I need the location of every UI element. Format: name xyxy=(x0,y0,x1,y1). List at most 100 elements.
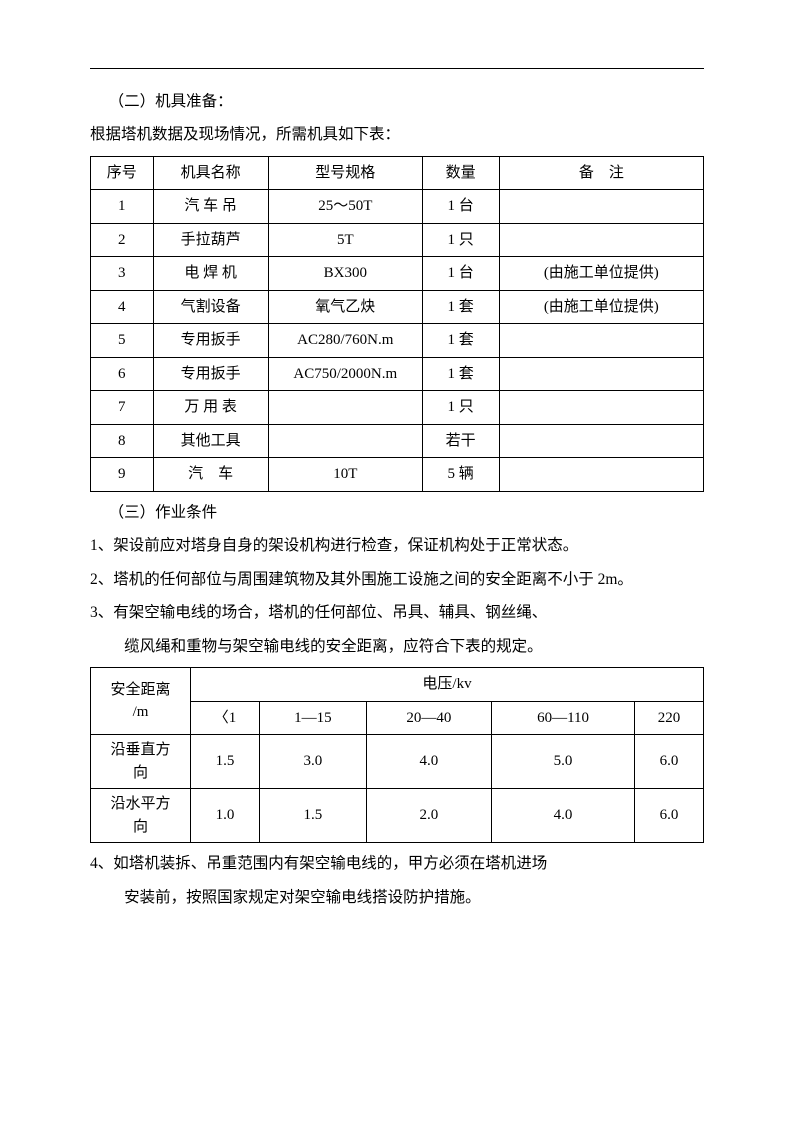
cell: 1 只 xyxy=(422,223,499,257)
cell: 5 xyxy=(91,324,154,358)
cell: 若干 xyxy=(422,424,499,458)
cell: 5 辆 xyxy=(422,458,499,492)
safety-distance-table: 安全距离 /m 电压/kv 〈1 1—15 20—40 60—110 220 沿… xyxy=(90,667,704,843)
cell: 10T xyxy=(268,458,422,492)
cell: 5T xyxy=(268,223,422,257)
table-row: 2 手拉葫芦 5T 1 只 xyxy=(91,223,704,257)
cell: 4.0 xyxy=(492,789,635,843)
col-name: 机具名称 xyxy=(153,156,268,190)
voltage-header: 220 xyxy=(634,701,703,735)
table-row: 1 汽 车 吊 25～50T 1 台 xyxy=(91,190,704,224)
table-row: 3 电 焊 机 BX300 1 台 (由施工单位提供) xyxy=(91,257,704,291)
cell: 5.0 xyxy=(492,735,635,789)
table-row: 8 其他工具 若干 xyxy=(91,424,704,458)
cell: 1 只 xyxy=(422,391,499,425)
table-header-row: 安全距离 /m 电压/kv xyxy=(91,668,704,702)
cell: 3 xyxy=(91,257,154,291)
cell: BX300 xyxy=(268,257,422,291)
table-header-row: 序号 机具名称 型号规格 数量 备 注 xyxy=(91,156,704,190)
row-header-label: 安全距离 /m xyxy=(91,668,191,735)
cell: 6.0 xyxy=(634,735,703,789)
cell: 1 xyxy=(91,190,154,224)
cell xyxy=(499,391,703,425)
section3-heading: （三）作业条件 xyxy=(90,498,704,527)
cell: 4.0 xyxy=(366,735,491,789)
col-seq: 序号 xyxy=(91,156,154,190)
label-line1: 安全距离 xyxy=(110,682,170,698)
cell: 2.0 xyxy=(366,789,491,843)
cell: 9 xyxy=(91,458,154,492)
para-3b: 缆风绳和重物与架空输电线的安全距离，应符合下表的规定。 xyxy=(90,632,704,661)
cell: 万 用 表 xyxy=(153,391,268,425)
voltage-header: 60—110 xyxy=(492,701,635,735)
cell: 1.0 xyxy=(191,789,260,843)
section2-heading: （二）机具准备： xyxy=(90,87,704,116)
page-top-rule xyxy=(90,68,704,69)
voltage-header: 〈1 xyxy=(191,701,260,735)
cell: 2 xyxy=(91,223,154,257)
cell xyxy=(499,223,703,257)
voltage-header: 20—40 xyxy=(366,701,491,735)
cell: (由施工单位提供) xyxy=(499,257,703,291)
para-4b: 安装前，按照国家规定对架空输电线搭设防护措施。 xyxy=(90,883,704,912)
cell: 1 套 xyxy=(422,290,499,324)
cell: 汽 车 吊 xyxy=(153,190,268,224)
cell: 汽 车 xyxy=(153,458,268,492)
para-2: 2、塔机的任何部位与周围建筑物及其外围施工设施之间的安全距离不小于 2m。 xyxy=(90,565,704,594)
cell: 4 xyxy=(91,290,154,324)
para-1: 1、架设前应对塔身自身的架设机构进行检查，保证机构处于正常状态。 xyxy=(90,531,704,560)
para-3a: 3、有架空输电线的场合，塔机的任何部位、吊具、辅具、钢丝绳、 xyxy=(90,598,704,627)
col-spec: 型号规格 xyxy=(268,156,422,190)
cell: AC750/2000N.m xyxy=(268,357,422,391)
cell: 专用扳手 xyxy=(153,324,268,358)
col-group-label: 电压/kv xyxy=(191,668,704,702)
table-row: 沿垂直方 向 1.5 3.0 4.0 5.0 6.0 xyxy=(91,735,704,789)
cell: 1.5 xyxy=(191,735,260,789)
label-line2: 向 xyxy=(133,765,148,781)
cell: (由施工单位提供) xyxy=(499,290,703,324)
cell: 电 焊 机 xyxy=(153,257,268,291)
cell: 1 台 xyxy=(422,190,499,224)
section2-intro: 根据塔机数据及现场情况，所需机具如下表： xyxy=(90,120,704,149)
para-4a: 4、如塔机装拆、吊重范围内有架空输电线的，甲方必须在塔机进场 xyxy=(90,849,704,878)
col-note: 备 注 xyxy=(499,156,703,190)
cell: AC280/760N.m xyxy=(268,324,422,358)
cell xyxy=(499,357,703,391)
cell: 1 套 xyxy=(422,357,499,391)
cell: 1 台 xyxy=(422,257,499,291)
cell: 3.0 xyxy=(260,735,367,789)
equipment-table: 序号 机具名称 型号规格 数量 备 注 1 汽 车 吊 25～50T 1 台 2… xyxy=(90,156,704,492)
col-qty: 数量 xyxy=(422,156,499,190)
cell: 氧气乙炔 xyxy=(268,290,422,324)
label-line1: 沿垂直方 xyxy=(110,742,170,758)
table-row: 4 气割设备 氧气乙炔 1 套 (由施工单位提供) xyxy=(91,290,704,324)
label-line2: /m xyxy=(133,704,149,720)
voltage-header: 1—15 xyxy=(260,701,367,735)
cell xyxy=(499,458,703,492)
cell: 25～50T xyxy=(268,190,422,224)
cell: 6 xyxy=(91,357,154,391)
table-row: 沿水平方 向 1.0 1.5 2.0 4.0 6.0 xyxy=(91,789,704,843)
cell: 手拉葫芦 xyxy=(153,223,268,257)
cell: 8 xyxy=(91,424,154,458)
cell: 1 套 xyxy=(422,324,499,358)
cell: 1.5 xyxy=(260,789,367,843)
cell xyxy=(268,424,422,458)
cell: 气割设备 xyxy=(153,290,268,324)
cell: 6.0 xyxy=(634,789,703,843)
cell: 专用扳手 xyxy=(153,357,268,391)
row-label: 沿垂直方 向 xyxy=(91,735,191,789)
row-label: 沿水平方 向 xyxy=(91,789,191,843)
table-row: 6 专用扳手 AC750/2000N.m 1 套 xyxy=(91,357,704,391)
cell xyxy=(499,190,703,224)
table-row: 7 万 用 表 1 只 xyxy=(91,391,704,425)
cell xyxy=(499,324,703,358)
table-row: 9 汽 车 10T 5 辆 xyxy=(91,458,704,492)
cell xyxy=(268,391,422,425)
label-line1: 沿水平方 xyxy=(110,796,170,812)
table-row: 5 专用扳手 AC280/760N.m 1 套 xyxy=(91,324,704,358)
cell: 7 xyxy=(91,391,154,425)
cell: 其他工具 xyxy=(153,424,268,458)
cell xyxy=(499,424,703,458)
label-line2: 向 xyxy=(133,819,148,835)
